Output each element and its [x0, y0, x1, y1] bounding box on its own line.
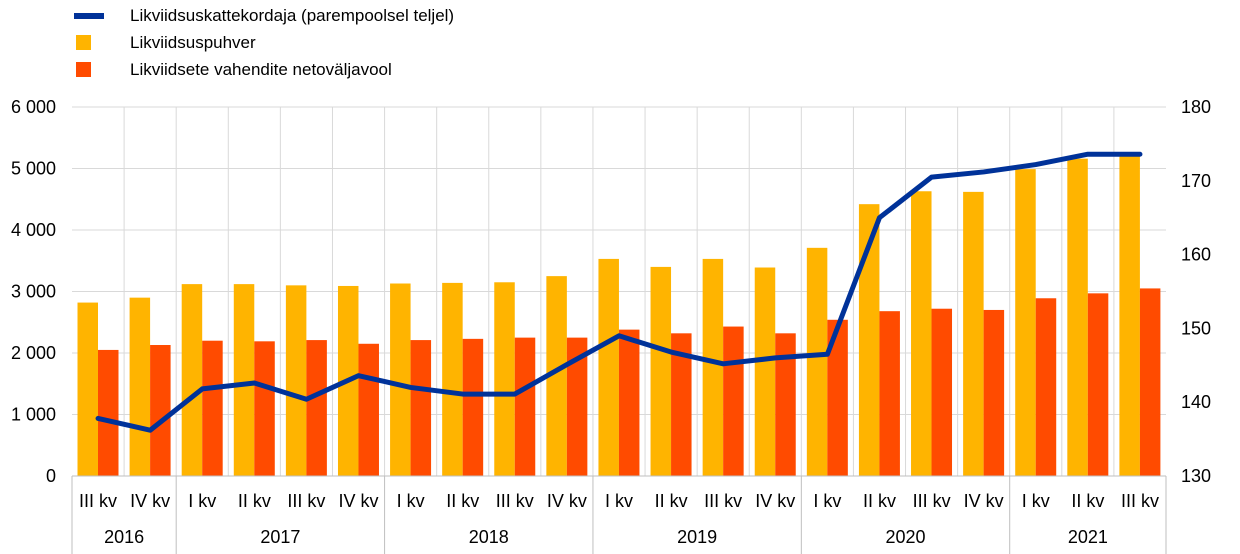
y-right-tick-label: 130 — [1181, 466, 1211, 486]
x-tick-label: III kv — [1121, 491, 1159, 511]
x-tick-label: III kv — [287, 491, 325, 511]
bar-netovaljavool — [671, 333, 692, 476]
bar-netovaljavool — [150, 345, 171, 476]
bar-likviidsuspuhver — [546, 276, 567, 476]
bar-likviidsuspuhver — [806, 247, 828, 476]
x-tick-label: I kv — [605, 491, 633, 511]
bar-netovaljavool — [410, 340, 432, 476]
bar-netovaljavool — [1087, 293, 1109, 476]
legend-label: Likviidsete vahendite netoväljavool — [130, 59, 392, 79]
x-tick-label: II kv — [863, 491, 896, 511]
y-left-tick-label: 1 000 — [11, 405, 56, 425]
bar-likviidsuspuhver — [1119, 153, 1140, 476]
bar-netovaljavool — [358, 343, 379, 476]
legend-swatch — [74, 12, 104, 19]
y-left-tick-label: 5 000 — [11, 159, 56, 179]
y-left-tick-label: 6 000 — [11, 97, 56, 117]
bar-netovaljavool — [775, 333, 796, 476]
bar-netovaljavool — [202, 340, 223, 476]
bar-netovaljavool — [254, 341, 275, 476]
y-left-tick-label: 2 000 — [11, 343, 56, 363]
bar-likviidsuspuhver — [233, 284, 255, 476]
legend-swatch — [76, 35, 91, 50]
x-tick-label: III kv — [496, 491, 534, 511]
bar-likviidsuspuhver — [442, 282, 463, 476]
x-tick-label: III kv — [913, 491, 951, 511]
legend-item: Likviidsete vahendite netoväljavool — [74, 56, 454, 83]
bar-netovaljavool — [98, 349, 119, 476]
bar-netovaljavool — [462, 338, 484, 476]
x-year-label: 2021 — [1068, 527, 1108, 547]
bar-likviidsuspuhver — [650, 266, 672, 476]
bar-likviidsuspuhver — [911, 191, 932, 476]
bar-likviidsuspuhver — [1067, 158, 1088, 476]
bar-netovaljavool — [983, 309, 1005, 476]
y-right-tick-label: 180 — [1181, 97, 1211, 117]
bar-netovaljavool — [1139, 288, 1161, 476]
x-year-label: 2019 — [677, 527, 717, 547]
bar-likviidsuspuhver — [285, 285, 307, 476]
legend-item: Likviidsuspuhver — [74, 29, 454, 56]
y-right-tick-label: 140 — [1181, 392, 1211, 412]
legend-label: Likviidsuspuhver — [130, 32, 256, 52]
bar-likviidsuspuhver — [494, 282, 515, 476]
bar-netovaljavool — [1035, 298, 1057, 476]
bar-likviidsuspuhver — [754, 267, 776, 476]
legend-swatch — [76, 62, 91, 77]
x-tick-label: I kv — [188, 491, 216, 511]
x-tick-label: IV kv — [755, 491, 795, 511]
y-left-tick-label: 4 000 — [11, 220, 56, 240]
x-tick-label: II kv — [446, 491, 479, 511]
y-right-tick-label: 150 — [1181, 318, 1211, 338]
legend: Likviidsuskattekordaja (parempoolsel tel… — [74, 2, 454, 83]
bar-likviidsuspuhver — [963, 191, 984, 476]
bar-likviidsuspuhver — [129, 297, 151, 476]
bar-likviidsuspuhver — [181, 284, 203, 476]
bar-likviidsuspuhver — [1015, 169, 1036, 477]
bar-netovaljavool — [514, 337, 536, 476]
bar-likviidsuspuhver — [702, 258, 724, 476]
y-left-tick-label: 0 — [46, 466, 56, 486]
bar-likviidsuspuhver — [77, 302, 98, 476]
x-year-label: 2017 — [260, 527, 300, 547]
x-tick-label: III kv — [704, 491, 742, 511]
line-likviidsuskattekordaja — [95, 151, 1143, 433]
x-tick-label: IV kv — [547, 491, 587, 511]
bar-netovaljavool — [827, 319, 848, 476]
y-left-tick-label: 3 000 — [11, 282, 56, 302]
bar-netovaljavool — [879, 311, 900, 476]
x-tick-label: I kv — [1022, 491, 1050, 511]
x-year-label: 2020 — [886, 527, 926, 547]
bar-netovaljavool — [306, 340, 327, 476]
x-year-label: 2018 — [469, 527, 509, 547]
x-tick-label: IV kv — [964, 491, 1004, 511]
bar-likviidsuspuhver — [598, 258, 619, 476]
x-tick-label: II kv — [238, 491, 271, 511]
x-tick-label: IV kv — [130, 491, 170, 511]
x-tick-label: I kv — [397, 491, 425, 511]
x-tick-label: III kv — [79, 491, 117, 511]
legend-item: Likviidsuskattekordaja (parempoolsel tel… — [74, 2, 454, 29]
x-tick-label: II kv — [655, 491, 688, 511]
bar-likviidsuspuhver — [390, 283, 411, 476]
x-tick-label: I kv — [813, 491, 841, 511]
y-right-tick-label: 170 — [1181, 171, 1211, 191]
bar-netovaljavool — [931, 308, 953, 476]
legend-label: Likviidsuskattekordaja (parempoolsel tel… — [130, 5, 455, 25]
x-tick-label: II kv — [1071, 491, 1104, 511]
y-right-tick-label: 160 — [1181, 245, 1211, 265]
bar-likviidsuspuhver — [858, 204, 880, 477]
x-tick-label: IV kv — [339, 491, 379, 511]
bar-netovaljavool — [566, 337, 588, 476]
x-year-label: 2016 — [104, 527, 144, 547]
bar-netovaljavool — [618, 329, 640, 476]
bar-netovaljavool — [723, 326, 744, 476]
